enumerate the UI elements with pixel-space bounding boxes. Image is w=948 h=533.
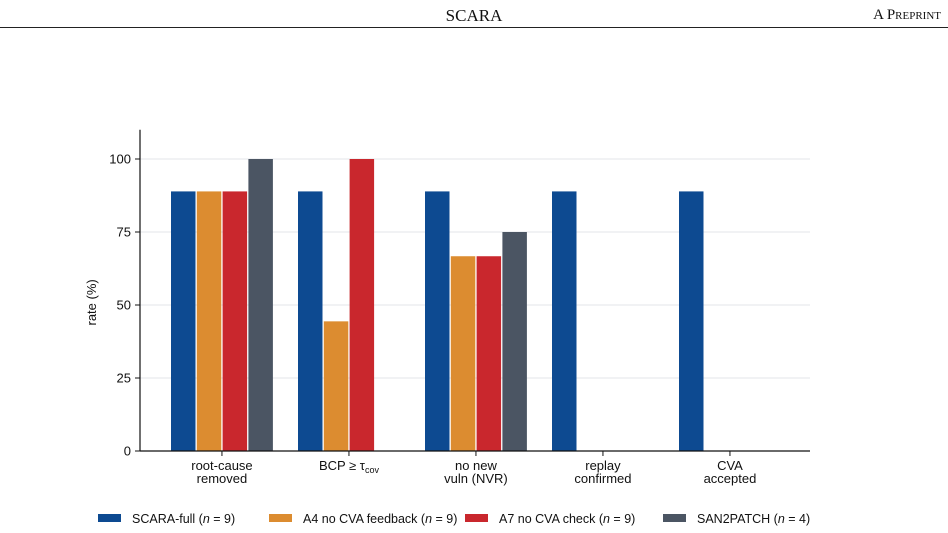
bar-1-0: [196, 191, 222, 452]
x-category-label: replay: [585, 458, 621, 473]
legend-swatch-1: [269, 514, 292, 522]
bar-0-2: [425, 191, 450, 452]
running-head-rule: [0, 27, 948, 28]
bar-2-1: [349, 159, 375, 451]
y-tick-label: 0: [124, 444, 131, 459]
legend-label-2: A7 no CVA check (n = 9): [499, 512, 635, 526]
bar-0-1: [298, 191, 323, 452]
bar-3-0: [248, 159, 273, 451]
x-category-label: CVA: [717, 458, 743, 473]
legend-label-0: SCARA-full (n = 9): [132, 512, 235, 526]
x-category-label: confirmed: [574, 471, 631, 486]
running-head: SCARA A Preprint: [0, 0, 948, 30]
x-category-label: removed: [197, 471, 248, 486]
bar-2-2: [476, 256, 502, 451]
bar-0-3: [552, 191, 577, 452]
running-head-right: A Preprint: [873, 7, 941, 23]
legend-swatch-0: [98, 514, 121, 522]
x-category-label: accepted: [704, 471, 757, 486]
y-tick-label: 100: [109, 152, 131, 167]
running-head-title: SCARA: [445, 6, 503, 25]
bar-0-0: [171, 191, 196, 452]
bar-1-2: [450, 256, 476, 451]
y-axis-label: rate (%): [84, 279, 99, 325]
y-tick-label: 75: [117, 225, 131, 240]
bar-3-2: [502, 232, 527, 451]
bar-2-0: [222, 191, 248, 452]
y-tick-label: 50: [117, 298, 131, 313]
x-category-label: root-cause: [191, 458, 252, 473]
legend-swatch-2: [465, 514, 488, 522]
bar-0-4: [679, 191, 704, 452]
x-category-label: BCP ≥ τcov: [319, 458, 380, 475]
x-category-label: no new: [455, 458, 498, 473]
x-category-label: vuln (NVR): [444, 471, 508, 486]
legend-swatch-3: [663, 514, 686, 522]
legend-label-1: A4 no CVA feedback (n = 9): [303, 512, 457, 526]
bar-1-1: [323, 321, 349, 451]
legend-label-3: SAN2PATCH (n = 4): [697, 512, 810, 526]
y-tick-label: 25: [117, 371, 131, 386]
